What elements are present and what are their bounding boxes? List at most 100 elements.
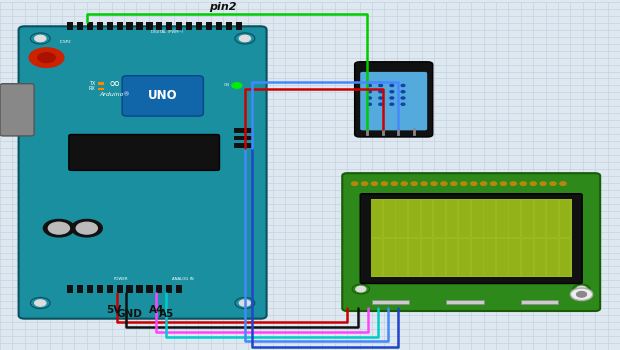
Bar — [196, 22, 202, 30]
Bar — [87, 22, 93, 30]
Bar — [372, 300, 409, 304]
Circle shape — [35, 35, 46, 42]
Circle shape — [577, 292, 587, 297]
Circle shape — [570, 288, 593, 301]
Circle shape — [510, 182, 516, 186]
FancyBboxPatch shape — [360, 72, 427, 130]
Circle shape — [480, 182, 487, 186]
Bar — [146, 285, 153, 293]
Circle shape — [431, 182, 437, 186]
Bar — [497, 239, 508, 276]
FancyBboxPatch shape — [355, 62, 433, 137]
Text: Arduino®: Arduino® — [99, 92, 130, 97]
Bar — [226, 22, 232, 30]
Bar — [216, 22, 222, 30]
Circle shape — [379, 97, 383, 99]
Circle shape — [239, 35, 250, 42]
Circle shape — [411, 182, 417, 186]
Circle shape — [390, 97, 394, 99]
Bar — [409, 239, 420, 276]
Circle shape — [540, 182, 546, 186]
Bar — [206, 22, 212, 30]
Bar — [117, 285, 123, 293]
Bar — [484, 239, 495, 276]
Circle shape — [48, 222, 69, 234]
Bar — [422, 199, 432, 237]
Bar — [77, 22, 83, 30]
Text: A4: A4 — [149, 305, 164, 315]
Circle shape — [371, 182, 378, 186]
Bar — [67, 285, 73, 293]
Bar — [510, 199, 520, 237]
Circle shape — [401, 97, 405, 99]
Bar — [384, 199, 395, 237]
Text: ANALOG IN: ANALOG IN — [172, 276, 193, 281]
FancyBboxPatch shape — [78, 49, 220, 136]
Circle shape — [461, 182, 467, 186]
Bar — [472, 239, 482, 276]
Bar — [176, 22, 182, 30]
Circle shape — [368, 91, 371, 93]
Bar — [446, 199, 458, 237]
Circle shape — [235, 33, 255, 44]
Text: UNO: UNO — [148, 89, 177, 103]
Bar — [67, 22, 73, 30]
FancyBboxPatch shape — [69, 134, 219, 170]
Bar — [77, 285, 83, 293]
Text: site: site — [422, 285, 485, 314]
Circle shape — [441, 182, 447, 186]
Bar — [107, 22, 113, 30]
FancyBboxPatch shape — [0, 84, 34, 136]
Circle shape — [352, 284, 370, 294]
Circle shape — [368, 84, 371, 86]
Circle shape — [379, 103, 383, 105]
Text: 5V: 5V — [106, 305, 121, 315]
Text: ON: ON — [223, 83, 229, 88]
Text: GND: GND — [117, 309, 143, 319]
Circle shape — [471, 182, 477, 186]
Circle shape — [361, 182, 368, 186]
Bar — [98, 82, 104, 85]
Circle shape — [390, 103, 394, 105]
Bar — [459, 239, 470, 276]
Circle shape — [30, 33, 50, 44]
Bar — [136, 22, 143, 30]
Circle shape — [421, 182, 427, 186]
Bar — [371, 199, 382, 237]
Bar — [560, 199, 570, 237]
Bar — [497, 199, 508, 237]
Circle shape — [451, 182, 457, 186]
Bar — [484, 199, 495, 237]
Text: pin2: pin2 — [210, 2, 237, 12]
Bar — [459, 199, 470, 237]
Bar — [234, 135, 252, 140]
Text: RX: RX — [89, 86, 95, 91]
Circle shape — [76, 222, 97, 234]
Circle shape — [30, 298, 50, 309]
Bar — [97, 285, 103, 293]
Circle shape — [35, 300, 46, 306]
Bar — [166, 22, 172, 30]
Bar — [117, 22, 123, 30]
Circle shape — [71, 219, 102, 237]
Text: ICSP2: ICSP2 — [60, 40, 71, 44]
Circle shape — [520, 182, 526, 186]
Circle shape — [401, 91, 405, 93]
Bar — [146, 22, 153, 30]
Bar — [156, 285, 162, 293]
Circle shape — [530, 182, 536, 186]
Circle shape — [38, 53, 55, 63]
Bar — [560, 239, 570, 276]
FancyBboxPatch shape — [342, 173, 600, 311]
Bar — [397, 199, 407, 237]
Circle shape — [573, 284, 590, 294]
Bar — [371, 239, 382, 276]
Bar — [510, 239, 520, 276]
Circle shape — [381, 182, 388, 186]
Circle shape — [356, 286, 366, 292]
Circle shape — [232, 83, 242, 88]
Bar — [234, 128, 252, 133]
Bar — [87, 285, 93, 293]
Bar — [97, 22, 103, 30]
Bar — [446, 239, 458, 276]
